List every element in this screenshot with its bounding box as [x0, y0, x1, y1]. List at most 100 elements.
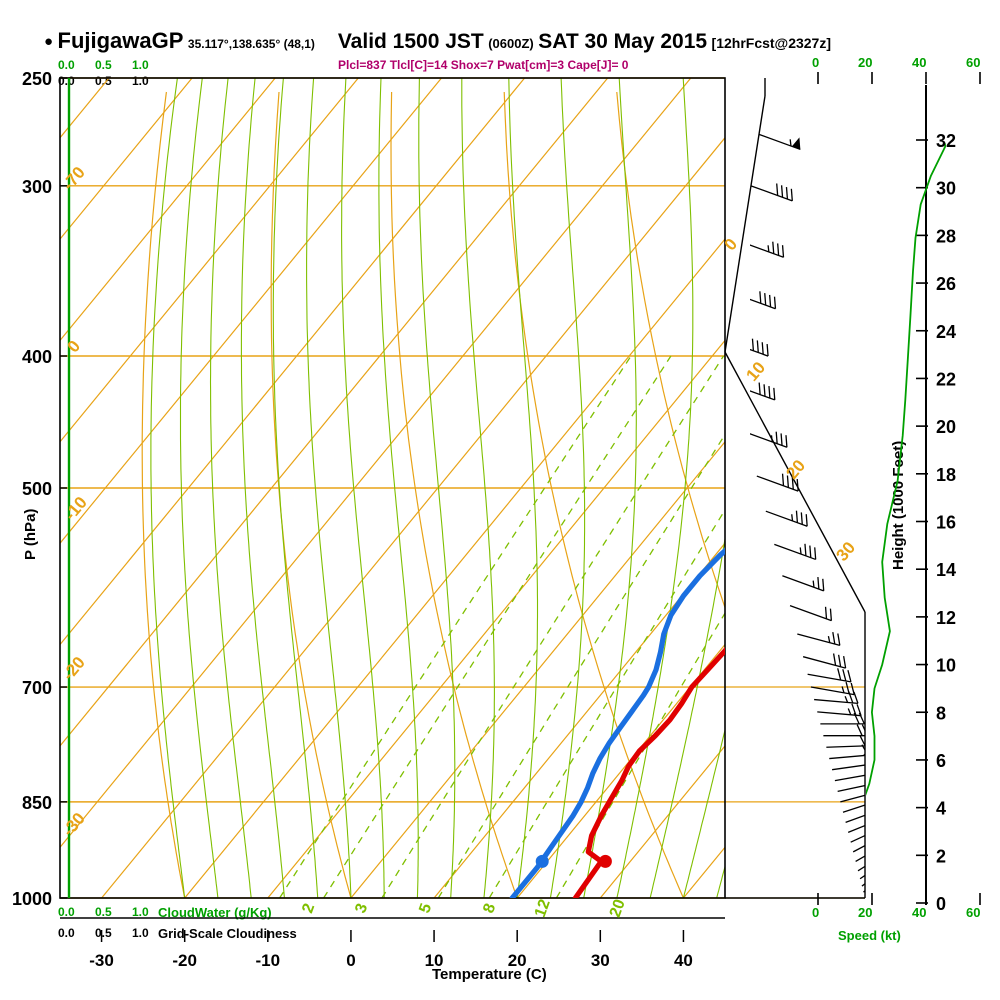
isotherm-label: -10 [61, 493, 91, 524]
mixing-ratio-label: 12 [532, 897, 554, 920]
speed-scale-bottom-3: 60 [966, 905, 981, 920]
cloudiness-axis-label: Grid-Scale Cloudiness [158, 926, 297, 941]
svg-text:16: 16 [936, 513, 956, 533]
wind-barb [840, 794, 865, 803]
svg-text:-30: -30 [89, 951, 114, 970]
svg-text:700: 700 [22, 678, 52, 698]
isotherm-label: 0 [720, 235, 741, 254]
speed-scale-top-3: 60 [966, 55, 981, 70]
svg-text:0: 0 [346, 951, 355, 970]
cloudwater-axis-label: CloudWater (g/Kg) [158, 905, 272, 920]
wind-barb [774, 543, 817, 561]
wind-barb [765, 510, 808, 527]
svg-text:1000: 1000 [12, 889, 52, 909]
isotherm-label: -20 [59, 653, 89, 684]
wind-barb [832, 753, 865, 771]
svg-text:32: 32 [936, 131, 956, 151]
temperature-axis-label: Temperature (C) [432, 966, 547, 983]
wind-barb [797, 632, 841, 647]
svg-text:8: 8 [936, 703, 946, 723]
cloudwater-scale-top-2: 1.0 [132, 58, 149, 72]
svg-text:500: 500 [22, 479, 52, 499]
svg-text:22: 22 [936, 369, 956, 389]
forecast-tag: [12hrFcst@2327z] [711, 35, 832, 51]
valid-date: SAT 30 May 2015 [538, 30, 708, 53]
cloudwater-scale-top-1: 0.5 [95, 58, 112, 72]
svg-text:40: 40 [674, 951, 693, 970]
svg-text:20: 20 [936, 417, 956, 437]
speed-axis-label: Speed (kt) [838, 928, 901, 943]
mixing-ratio-value-labels: 2 3 5 8 12 20 [299, 897, 629, 920]
svg-text:24: 24 [936, 322, 956, 342]
wind-barb [750, 241, 785, 258]
wind-barb [829, 744, 865, 760]
wind-barb-column [750, 133, 865, 893]
wind-barb [810, 681, 855, 696]
svg-text:6: 6 [936, 751, 946, 771]
speed-scale-top-1: 20 [858, 55, 873, 70]
wind-barb [807, 668, 852, 683]
speed-scale-top-2: 40 [912, 55, 927, 70]
svg-text:400: 400 [22, 347, 52, 367]
svg-text:-10: -10 [256, 951, 281, 970]
wind-barb [863, 890, 865, 893]
temperature-tick-labels: -30 -20 -10 0 10 20 30 40 [60, 917, 725, 970]
isotherm-label: 30 [832, 538, 859, 565]
cloudwater-scale-top-0: 0.0 [58, 58, 75, 72]
wind-barb [750, 291, 777, 310]
station-name: FujigawaGP [57, 28, 184, 53]
cloudwater-scale-bottom-1: 0.5 [95, 905, 112, 919]
isotherm-label: -30 [59, 809, 89, 840]
svg-text:0: 0 [936, 894, 946, 914]
svg-text:26: 26 [936, 274, 956, 294]
temperature-surface-marker [598, 854, 612, 868]
cloudwater-scale-bottom-0: 0.0 [58, 905, 75, 919]
mixing-ratio-label: 8 [480, 901, 499, 915]
wind-barb [750, 338, 769, 357]
cloudiness-scale-bottom-1: 0.5 [95, 926, 112, 940]
wind-barb [834, 774, 865, 782]
wind-barb [823, 724, 865, 737]
dry-adiabat-gridlines [141, 91, 725, 898]
speed-scale-bottom-0: 0 [812, 905, 820, 920]
svg-text:10: 10 [936, 656, 956, 676]
svg-text:12: 12 [936, 608, 956, 628]
surface-markers [535, 854, 612, 868]
temperature-trace [572, 646, 725, 898]
wind-barb [850, 834, 865, 843]
wind-barb [750, 382, 776, 401]
wind-barb [837, 784, 865, 792]
wind-barb [756, 473, 799, 492]
station-bullet-icon: ● [44, 33, 54, 50]
station-coords: 35.117°,138.635° (48,1) [187, 37, 315, 51]
mixing-ratio-label: 2 [299, 901, 318, 915]
wind-barb [782, 575, 825, 592]
mixing-ratio-gridlines [279, 355, 725, 898]
isobar-gridlines [60, 77, 865, 899]
height-speed-curve [866, 142, 946, 796]
header-bar: ● FujigawaGP 35.117°,138.635° (48,1) Val… [44, 28, 831, 54]
mixing-ratio-label: 3 [352, 901, 371, 915]
isotherm-label: 20 [782, 456, 809, 483]
wind-barb [750, 183, 793, 202]
wind-barb [826, 734, 865, 748]
mixing-ratio-label: 20 [607, 897, 629, 920]
dewpoint-trace [509, 547, 725, 898]
svg-text:18: 18 [936, 465, 956, 485]
mixing-ratio-label: 5 [416, 901, 435, 915]
wind-barb [842, 804, 865, 813]
wind-barb [855, 855, 865, 862]
wind-barb [820, 712, 865, 725]
speed-scale-top-0: 0 [812, 55, 820, 70]
svg-text:20: 20 [508, 951, 527, 970]
wind-barb [852, 844, 865, 853]
svg-text:4: 4 [936, 799, 946, 819]
wind-barb [857, 865, 865, 872]
stability-parameters: Plcl=837 Tlcl[C]=14 Shox=7 Pwat[cm]=3 Ca… [338, 58, 629, 72]
pressure-tick-labels: 250 300 400 500 700 850 1000 [12, 69, 67, 909]
wind-barb [750, 431, 788, 448]
wind-barb [845, 814, 865, 823]
